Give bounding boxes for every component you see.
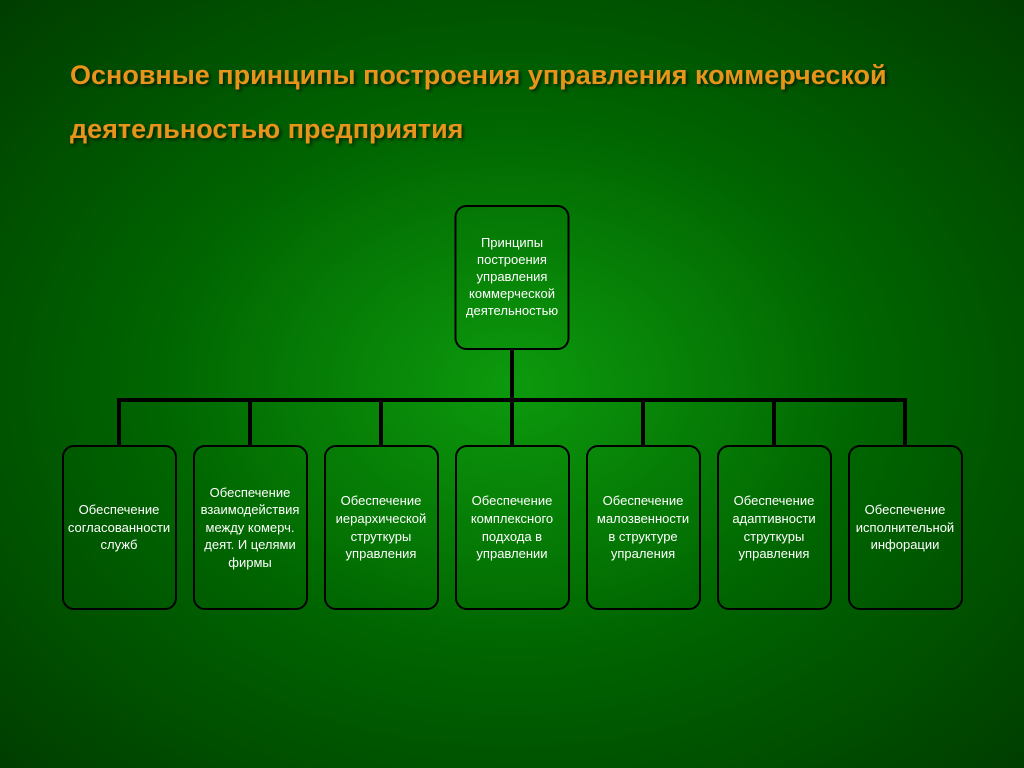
- child-node-3: Обеспечение комплексного подхода в управ…: [455, 445, 570, 610]
- children-row: Обеспечение согласованности служб Обеспеч…: [0, 445, 1024, 610]
- child-node-1: Обеспечение взаимодействия между комерч.…: [193, 445, 308, 610]
- tree-diagram: Принципы построения управления коммерчес…: [0, 205, 1024, 705]
- child-node-5: Обеспечение адаптивности струткуры управ…: [717, 445, 832, 610]
- child-node-label: Обеспечение комплексного подхода в управ…: [463, 492, 562, 562]
- root-node-label: Принципы построения управления коммерчес…: [463, 235, 562, 319]
- child-node-label: Обеспечение согласованности служб: [68, 501, 170, 554]
- child-node-label: Обеспечение иерархической струткуры упра…: [332, 492, 431, 562]
- child-node-0: Обеспечение согласованности служб: [62, 445, 177, 610]
- child-node-label: Обеспечение взаимодействия между комерч.…: [201, 484, 300, 572]
- diagram-title: Основные принципы построения управления …: [70, 48, 954, 156]
- child-node-6: Обеспечение исполнительной инфорации: [848, 445, 963, 610]
- child-node-4: Обеспечение малозвенности в структуре уп…: [586, 445, 701, 610]
- child-node-label: Обеспечение малозвенности в структуре уп…: [594, 492, 693, 562]
- root-node: Принципы построения управления коммерчес…: [455, 205, 570, 350]
- child-node-label: Обеспечение адаптивности струткуры управ…: [725, 492, 824, 562]
- child-node-2: Обеспечение иерархической струткуры упра…: [324, 445, 439, 610]
- child-node-label: Обеспечение исполнительной инфорации: [856, 501, 955, 554]
